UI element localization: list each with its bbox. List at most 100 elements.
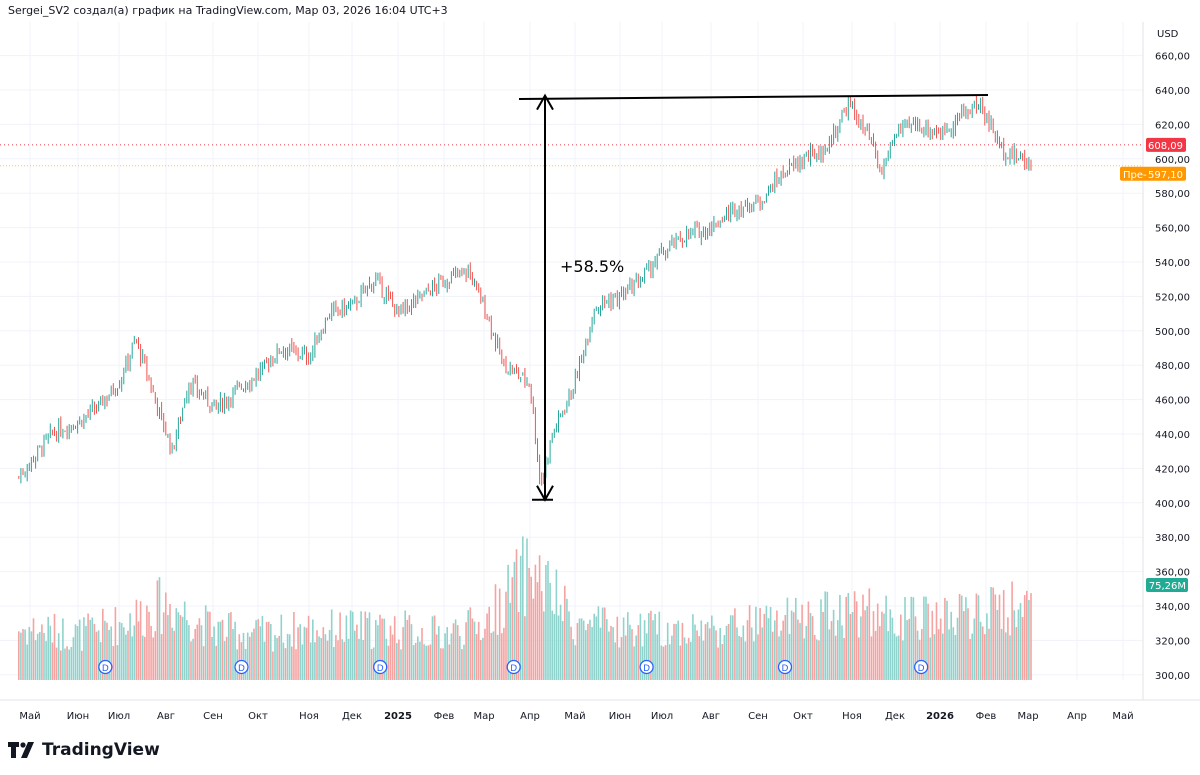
volume-bar	[624, 635, 627, 680]
volume-bar	[1011, 581, 1013, 680]
volume-bar	[295, 649, 297, 680]
tradingview-logo[interactable]: TradingView	[8, 740, 160, 760]
volume-bar	[223, 641, 226, 680]
volume-bar	[328, 629, 331, 680]
volume-bar	[908, 618, 910, 680]
volume-bar	[425, 645, 427, 680]
volume-bar	[133, 625, 136, 680]
volume-bar	[62, 618, 64, 680]
volume-bar	[732, 615, 734, 680]
volume-label: 75,26M	[1149, 581, 1186, 592]
x-tick-label: Мар	[473, 711, 494, 722]
volume-bar	[417, 636, 419, 680]
volume-bar	[524, 616, 526, 680]
volume-bar	[156, 580, 159, 680]
volume-bar	[276, 637, 278, 680]
volume-bar	[64, 648, 66, 680]
volume-bar	[230, 612, 232, 680]
volume-bar	[832, 609, 835, 680]
volume-bar	[715, 630, 717, 680]
volume-bar	[351, 611, 354, 680]
volume-bar	[824, 591, 826, 680]
volume-bar	[711, 615, 713, 680]
volume-bar	[1000, 628, 1003, 680]
volume-bar	[450, 633, 453, 680]
volume-bar	[1015, 627, 1018, 680]
volume-bar	[671, 635, 673, 680]
volume-bar	[408, 615, 411, 680]
y-tick-label: 600,00	[1155, 155, 1190, 166]
volume-bar	[811, 616, 814, 680]
volume-bar	[39, 632, 41, 680]
volume-bar	[843, 638, 845, 680]
y-tick-label: 400,00	[1155, 499, 1190, 510]
volume-bar	[658, 611, 661, 680]
x-tick-label: Мар	[1017, 711, 1038, 722]
x-tick-label: Фев	[976, 711, 997, 722]
volume-bar	[448, 644, 451, 680]
volume-bar	[952, 627, 955, 680]
chart-credit: Sergei_SV2 создал(а) график на TradingVi…	[8, 4, 448, 17]
volume-bar	[595, 616, 598, 680]
volume-bar	[675, 623, 677, 680]
volume-bar	[110, 626, 112, 680]
volume-bar	[776, 610, 778, 680]
volume-bar	[385, 638, 388, 680]
volume-bar	[973, 618, 976, 680]
volume-bar	[53, 613, 56, 680]
volume-bar	[383, 618, 385, 680]
volume-bar	[855, 601, 858, 680]
volume-bar	[809, 612, 812, 680]
volume-bar	[744, 641, 747, 680]
volume-bar	[242, 632, 245, 680]
volume-bar	[400, 649, 402, 680]
volume-bar	[257, 619, 259, 680]
volume-bar	[267, 621, 270, 680]
volume-bar	[759, 608, 761, 680]
y-tick-label: 440,00	[1155, 430, 1190, 441]
volume-bar	[452, 623, 455, 680]
volume-bar	[669, 644, 671, 680]
volume-bar	[91, 617, 94, 680]
volume-bar	[99, 642, 102, 680]
volume-bar	[181, 616, 184, 680]
volume-bar	[948, 629, 950, 680]
volume-bar	[719, 628, 721, 680]
y-tick-label: 500,00	[1155, 327, 1190, 338]
volume-bar	[872, 611, 875, 680]
volume-bar	[18, 631, 20, 680]
volume-bar	[286, 633, 289, 680]
y-tick-label: 460,00	[1155, 396, 1190, 407]
y-tick-label: 560,00	[1155, 224, 1190, 235]
volume-bar	[656, 634, 658, 680]
volume-bar	[916, 630, 919, 680]
volume-bar	[477, 621, 480, 680]
volume-bar	[265, 622, 268, 680]
volume-bar	[391, 634, 394, 680]
volume-bar	[406, 619, 409, 680]
volume-bar	[994, 594, 997, 680]
volume-bar	[610, 625, 612, 680]
volume-bar	[356, 624, 358, 680]
volume-bar	[60, 650, 62, 680]
volume-bar	[708, 628, 711, 680]
volume-bar	[87, 613, 89, 680]
volume-bar	[969, 638, 971, 680]
volume-bar	[868, 588, 871, 680]
volume-bar	[45, 641, 47, 680]
volume-bar	[696, 630, 698, 680]
volume-bar	[278, 635, 280, 680]
volume-bar	[587, 623, 589, 680]
volume-bar	[131, 636, 133, 680]
volume-bar	[822, 611, 824, 680]
x-tick-label: Апр	[1067, 711, 1087, 722]
volume-bar	[717, 647, 719, 680]
x-tick-label: Дек	[342, 711, 362, 722]
volume-bar	[1013, 610, 1015, 680]
volume-bar	[379, 614, 381, 680]
volume-bar	[127, 630, 129, 680]
currency-label: USD	[1157, 29, 1179, 40]
volume-bar	[429, 644, 432, 680]
premarket-prefix: Пре-	[1123, 170, 1147, 181]
